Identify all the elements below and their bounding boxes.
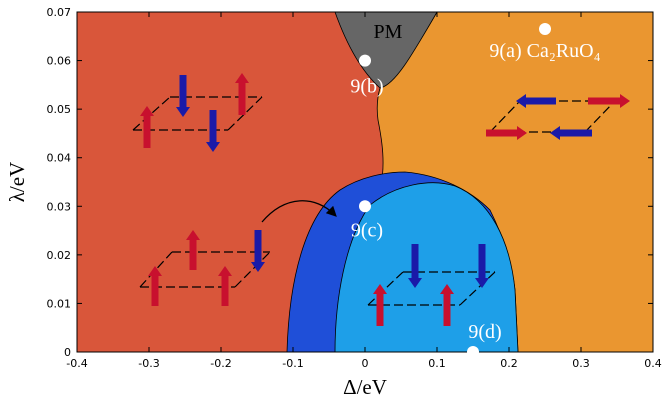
- data-point: [359, 200, 371, 212]
- y-axis-label: λ/eV: [5, 162, 29, 203]
- y-tick-label: 0.06: [47, 55, 72, 68]
- x-tick-label: -0.3: [138, 357, 159, 370]
- y-tick-label: 0.05: [47, 103, 72, 116]
- x-tick-label: -0.2: [210, 357, 231, 370]
- data-point: [467, 346, 479, 358]
- x-tick-label: -0.1: [282, 357, 303, 370]
- point-label: 9(a) Ca₂RuO₄: [489, 40, 600, 62]
- y-tick-label: 0.07: [47, 6, 72, 19]
- x-tick-label: 0.1: [428, 357, 446, 370]
- data-point: [359, 55, 371, 67]
- y-tick-label: 0: [64, 346, 71, 359]
- annotation: PM: [374, 21, 403, 43]
- chart: Δ/eV λ/eV -0.4-0.3-0.2-0.100.10.20.30.40…: [0, 0, 664, 403]
- point-label: 9(d): [468, 321, 501, 343]
- x-tick-label: 0.4: [644, 357, 662, 370]
- x-axis-label: Δ/eV: [343, 375, 387, 399]
- y-tick-label: 0.04: [47, 152, 72, 165]
- y-tick-label: 0.02: [47, 249, 72, 262]
- x-tick-label: 0.2: [500, 357, 518, 370]
- y-tick-label: 0.03: [47, 200, 72, 213]
- data-point: [539, 23, 551, 35]
- x-tick-label: 0.3: [572, 357, 590, 370]
- x-tick-label: 0: [362, 357, 369, 370]
- point-label: 9(c): [351, 219, 383, 241]
- y-tick-label: 0.01: [47, 297, 72, 310]
- point-label: 9(b): [350, 76, 383, 98]
